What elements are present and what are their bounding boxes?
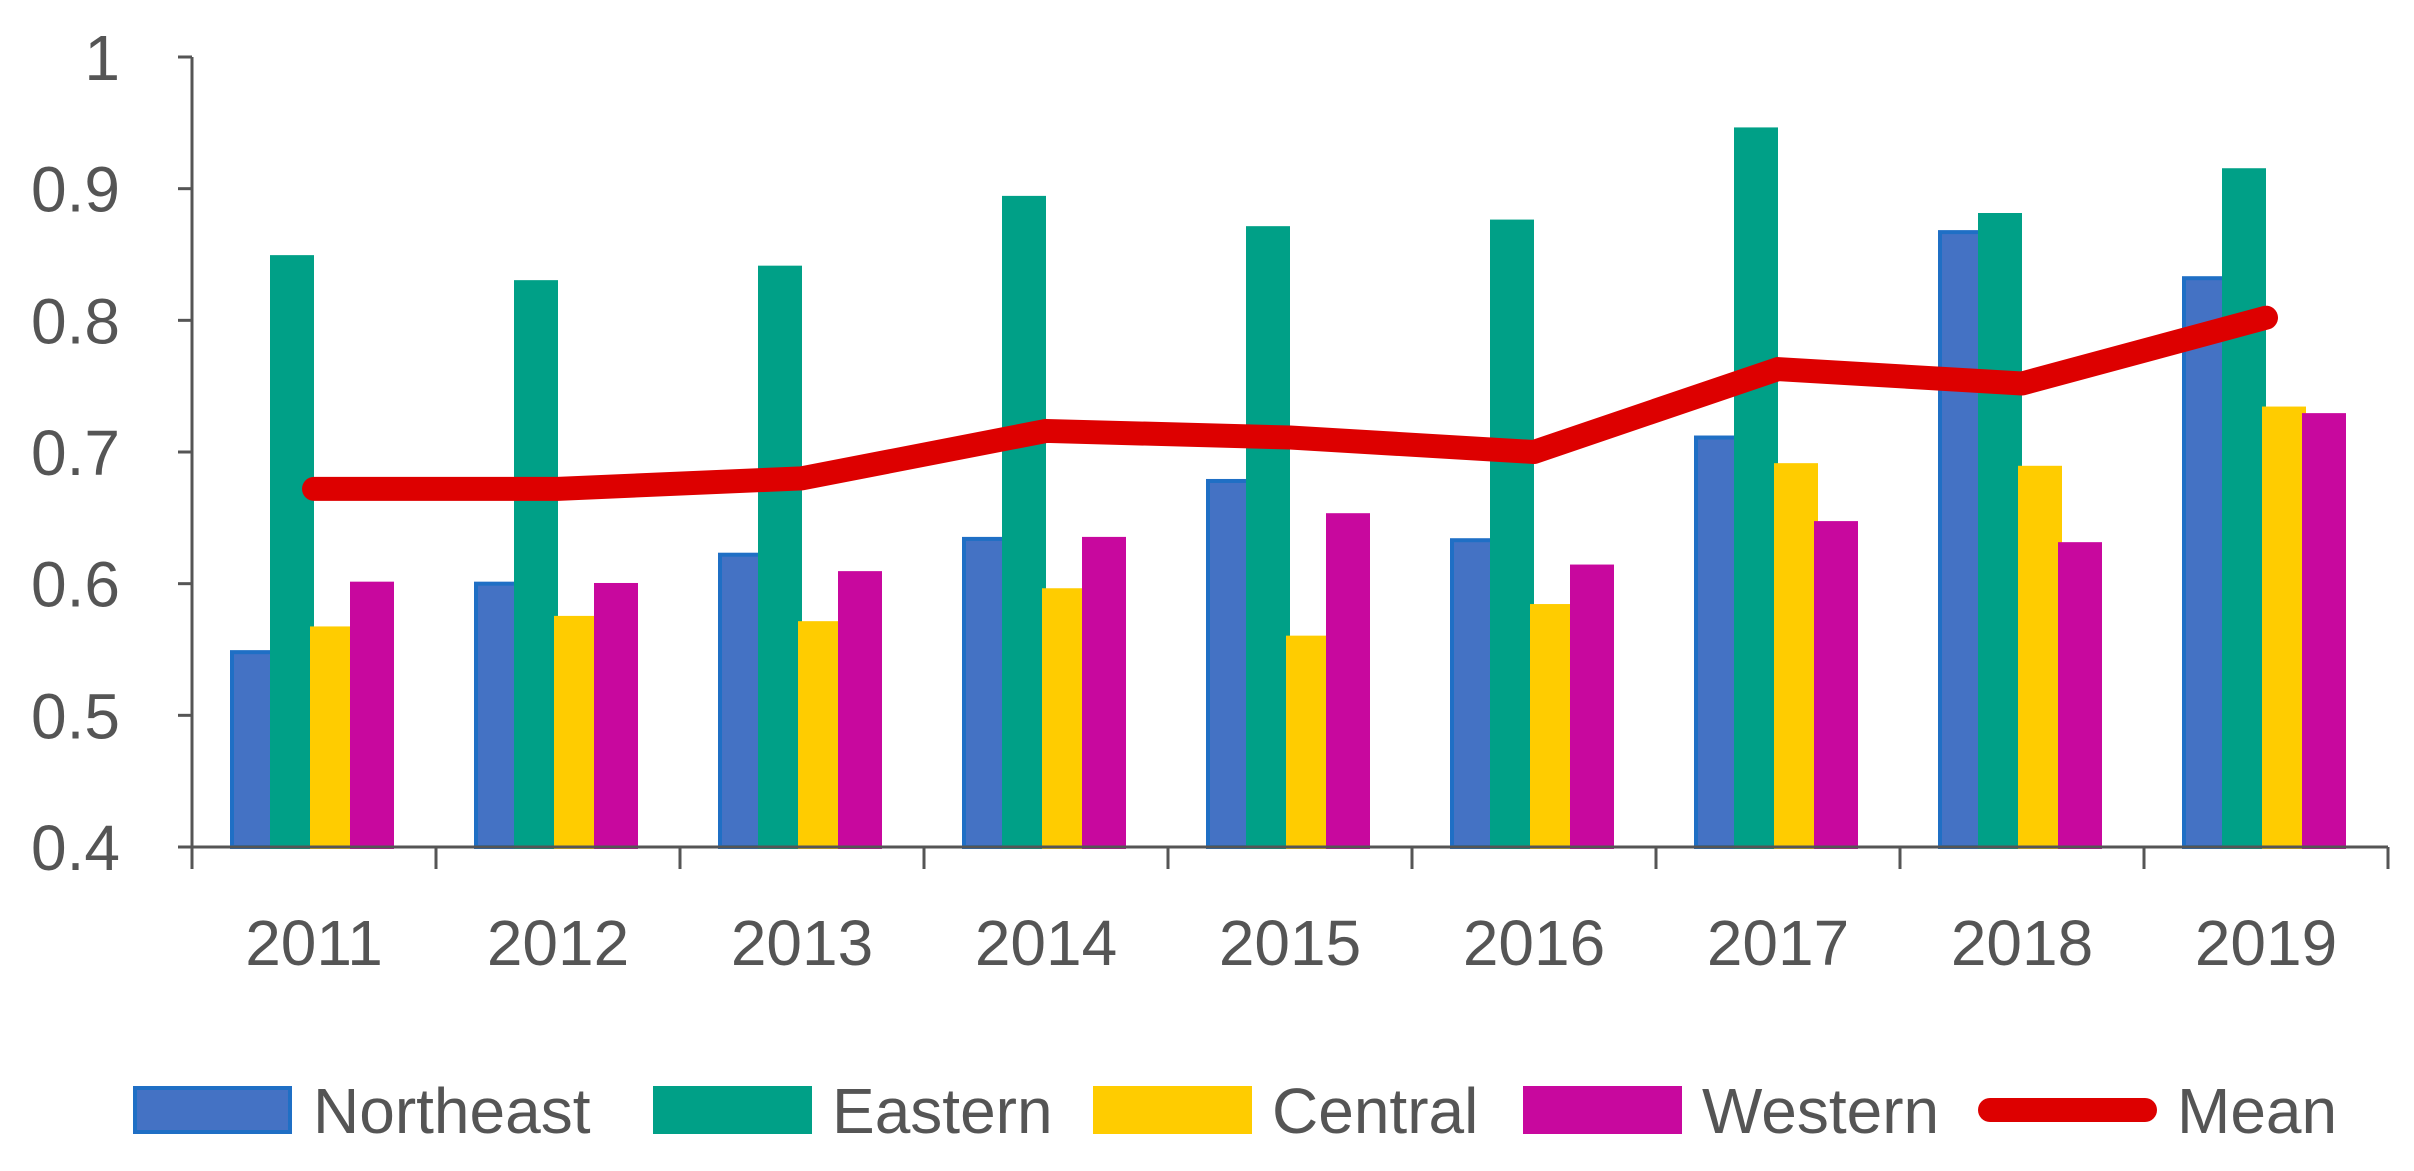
bar-central-2014 <box>1042 588 1086 849</box>
mean-point-2018 <box>2020 381 2024 386</box>
mean-point-2016 <box>1532 450 1536 454</box>
bar-western-2016 <box>1570 564 1614 849</box>
legend-label-eastern: Eastern <box>832 1075 1053 1147</box>
legend-swatch-northeast <box>133 1086 292 1134</box>
bar-eastern-2016 <box>1490 219 1534 850</box>
bar-eastern-2011 <box>270 255 314 849</box>
legend-label-central: Central <box>1272 1075 1478 1147</box>
y-tick-label: 0.5 <box>31 680 120 752</box>
x-tick-label: 2015 <box>1219 907 1361 979</box>
bar-northeast-2019 <box>2182 276 2226 849</box>
x-tick-label: 2019 <box>2195 907 2337 979</box>
bar-central-2018 <box>2018 465 2062 849</box>
y-tick-label: 0.9 <box>31 154 120 226</box>
mean-point-2011 <box>312 486 316 491</box>
bar-western-2013 <box>838 571 882 850</box>
bar-western-2015 <box>1326 513 1370 849</box>
bar-northeast-2014 <box>962 536 1006 850</box>
bar-eastern-2019 <box>2222 168 2266 849</box>
mean-line-layer <box>302 305 2278 501</box>
x-tick-label: 2017 <box>1707 907 1849 979</box>
x-tick-label: 2013 <box>731 907 873 979</box>
legend-swatch-western <box>1523 1086 1682 1134</box>
bar-western-2012 <box>594 582 638 849</box>
bar-central-2017 <box>1774 463 1818 849</box>
legend: Northeast Eastern Central Western Mean <box>133 1075 2337 1147</box>
mean-point-2012 <box>556 486 560 491</box>
bar-western-2017 <box>1814 521 1858 849</box>
y-tick-label: 0.7 <box>31 417 120 489</box>
mean-point-2019 <box>2264 315 2268 320</box>
bars-layer <box>230 127 2346 850</box>
legend-swatch-eastern <box>653 1086 812 1134</box>
bar-central-2019 <box>2262 406 2306 849</box>
x-tick-label: 2018 <box>1951 907 2093 979</box>
bar-eastern-2017 <box>1734 127 1778 849</box>
mean-point-2013 <box>800 476 804 481</box>
x-tick-label: 2012 <box>487 907 629 979</box>
bar-northeast-2011 <box>230 650 274 850</box>
bar-western-2011 <box>350 581 394 850</box>
x-tick-label: 2014 <box>975 907 1117 979</box>
legend-swatch-central <box>1093 1086 1252 1134</box>
x-tick-label: 2016 <box>1463 907 1605 979</box>
bar-central-2011 <box>310 626 354 850</box>
bar-eastern-2015 <box>1246 226 1290 849</box>
legend-label-mean: Mean <box>2177 1075 2337 1147</box>
bar-central-2016 <box>1530 604 1574 849</box>
bar-western-2014 <box>1082 536 1126 850</box>
bar-eastern-2012 <box>514 280 558 849</box>
bar-northeast-2018 <box>1938 230 1982 850</box>
bar-central-2015 <box>1286 635 1330 850</box>
bar-northeast-2017 <box>1694 435 1738 849</box>
bar-eastern-2013 <box>758 265 802 849</box>
legend-label-western: Western <box>1702 1075 1939 1147</box>
y-tick-label: 0.6 <box>31 549 120 621</box>
bar-eastern-2018 <box>1978 213 2022 849</box>
y-tick-label: 0.4 <box>31 812 120 884</box>
y-tick-label: 0.8 <box>31 285 120 357</box>
mean-point-2015 <box>1288 435 1292 440</box>
bar-western-2019 <box>2302 413 2346 849</box>
axes-layer: 0.4 0.5 0.6 0.7 0.8 0.9 1 2011 2012 2013 2014 2015 2… <box>31 22 2390 979</box>
mean-point-2017 <box>1776 367 1780 372</box>
bar-northeast-2016 <box>1450 538 1494 849</box>
bar-northeast-2012 <box>474 581 518 850</box>
bar-eastern-2014 <box>1002 195 1046 849</box>
bar-central-2013 <box>798 621 842 850</box>
legend-label-northeast: Northeast <box>313 1075 591 1147</box>
bar-northeast-2015 <box>1206 478 1250 849</box>
x-tick-label: 2011 <box>245 907 383 979</box>
mean-point-2014 <box>1044 428 1048 433</box>
bar-northeast-2013 <box>718 552 762 849</box>
bar-western-2018 <box>2058 542 2102 850</box>
bar-central-2012 <box>554 615 598 850</box>
y-tick-label: 1 <box>84 22 120 94</box>
